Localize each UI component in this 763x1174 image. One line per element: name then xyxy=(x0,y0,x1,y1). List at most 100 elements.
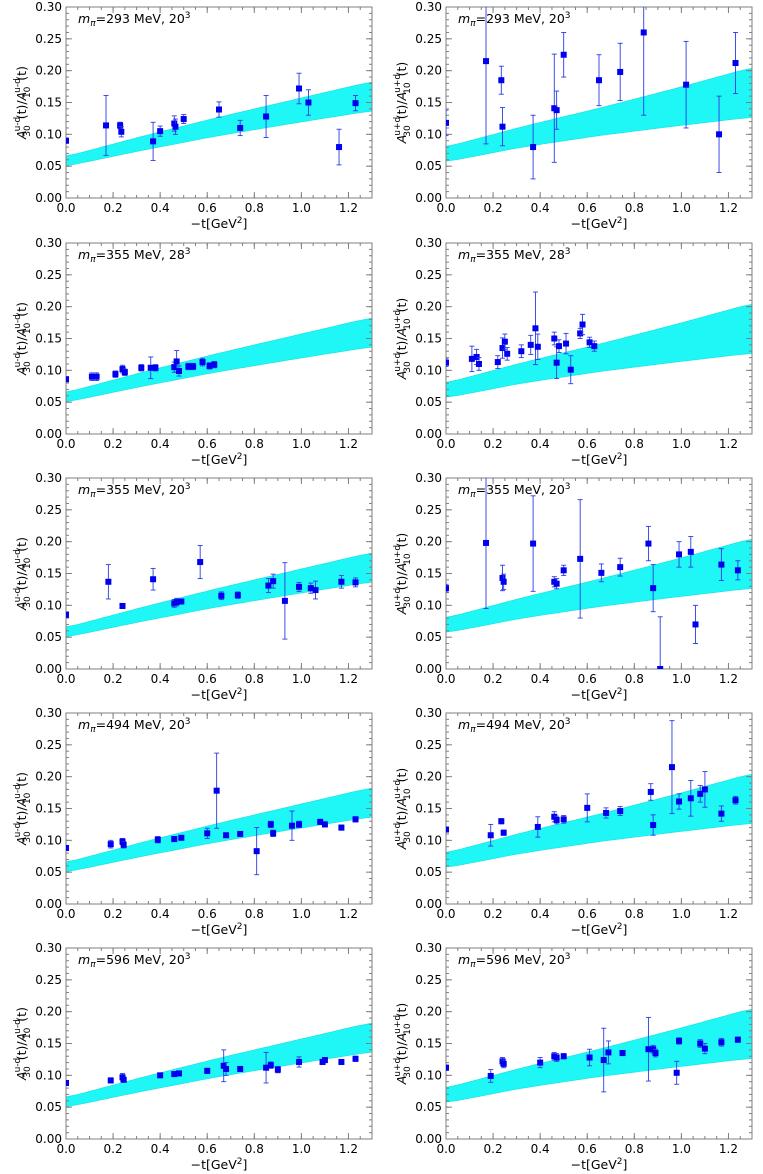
label-m: m xyxy=(78,247,90,262)
ylabel-sub2: 10 xyxy=(403,82,413,94)
y-tick-label: 0.00 xyxy=(415,897,442,911)
data-point xyxy=(657,666,664,669)
label-pi: π xyxy=(470,19,476,29)
ylabel-sub: 30 xyxy=(403,831,413,843)
ylabel-sub: 30 xyxy=(403,596,413,608)
panel-label: mπ=293 MeV, 203 xyxy=(78,11,191,29)
label-pi: π xyxy=(470,490,476,500)
x-tick-label: 1.2 xyxy=(339,201,358,215)
data-point xyxy=(617,808,624,815)
ylabel-t2: (t) xyxy=(394,298,409,313)
data-point xyxy=(237,124,244,131)
xlabel-exp: 2 xyxy=(237,452,243,462)
data-point xyxy=(265,582,272,589)
y-tick-label: 0.10 xyxy=(415,1068,442,1082)
ylabel-A2: A xyxy=(394,798,409,808)
ylabel-sub: 30 xyxy=(23,596,33,608)
data-point xyxy=(598,569,605,576)
panel-label: mπ=596 MeV, 203 xyxy=(78,952,191,970)
data-point xyxy=(683,81,690,88)
y-tick-label: 0.00 xyxy=(35,427,62,441)
xlabel-prefix: −t[GeV xyxy=(191,1157,238,1172)
data-point xyxy=(216,106,222,113)
data-point xyxy=(173,599,180,606)
xlabel-prefix: −t[GeV xyxy=(571,687,618,702)
data-point xyxy=(263,1064,270,1071)
ylabel-A: A xyxy=(14,1071,29,1081)
data-point xyxy=(138,364,145,371)
ylabel-sup2: u-d xyxy=(13,1019,23,1034)
data-point xyxy=(645,1046,652,1053)
x-axis-label: −t[GeV2] xyxy=(191,687,248,702)
x-tick-label: 0.8 xyxy=(245,437,264,451)
data-point xyxy=(103,122,110,129)
ylabel-t2: (t) xyxy=(394,533,409,548)
data-point xyxy=(175,367,182,374)
label-exp: 3 xyxy=(185,247,191,257)
data-point xyxy=(317,818,324,825)
y-tick-label: 0.00 xyxy=(415,662,442,676)
y-axis-label: Au+d30(t)/Au+d10(t) xyxy=(393,533,413,616)
data-point xyxy=(338,1058,345,1065)
data-point xyxy=(668,764,675,771)
data-point xyxy=(487,832,494,839)
x-tick-label: 0.4 xyxy=(151,907,170,921)
x-tick-label: 0.4 xyxy=(151,1142,170,1156)
x-axis-label: −t[GeV2] xyxy=(191,216,248,231)
y-tick-label: 0.15 xyxy=(35,332,62,346)
ylabel-sub2: 10 xyxy=(403,553,413,565)
data-point xyxy=(553,580,560,587)
ylabel-A: A xyxy=(14,601,29,611)
data-point xyxy=(88,373,95,380)
y-axis-label: Au-d30(t)/Au-d10(t) xyxy=(13,302,33,376)
xlabel-prefix: −t[GeV xyxy=(571,922,618,937)
panel-label: mπ=293 MeV, 203 xyxy=(458,11,571,29)
y-tick-label: 0.30 xyxy=(415,236,442,250)
ylabel-sup2: u+d xyxy=(393,310,403,329)
data-point xyxy=(223,832,230,839)
data-point xyxy=(66,611,69,618)
y-tick-label: 0.25 xyxy=(35,503,62,517)
ylabel-sub2: 10 xyxy=(23,792,33,804)
y-tick-label: 0.15 xyxy=(35,567,62,581)
error-band xyxy=(66,787,372,872)
label-m: m xyxy=(78,952,90,967)
data-point xyxy=(267,1062,274,1069)
ylabel-A: A xyxy=(394,371,409,381)
data-point xyxy=(270,578,277,585)
ylabel-sup2: u-d xyxy=(13,784,23,799)
data-point xyxy=(553,1054,560,1061)
x-axis-label: −t[GeV2] xyxy=(571,687,628,702)
y-tick-label: 0.20 xyxy=(35,535,62,549)
x-tick-label: 0.4 xyxy=(531,1142,550,1156)
data-point xyxy=(253,848,260,855)
data-point xyxy=(687,795,694,802)
x-tick-label: 1.0 xyxy=(292,907,311,921)
data-point xyxy=(197,559,204,566)
data-point xyxy=(107,1077,114,1084)
data-point xyxy=(603,809,610,816)
data-point xyxy=(352,579,359,586)
xlabel-prefix: −t[GeV xyxy=(571,1157,618,1172)
data-point xyxy=(204,830,211,837)
data-point xyxy=(120,841,127,848)
label-pi: π xyxy=(90,255,96,265)
data-point xyxy=(605,1049,612,1056)
ylabel-sup2: u+d xyxy=(393,545,403,564)
y-tick-label: 0.30 xyxy=(415,471,442,485)
ylabel-t2: (t) xyxy=(14,302,29,317)
data-point xyxy=(617,564,624,571)
data-point xyxy=(553,107,560,114)
ylabel-t2: (t) xyxy=(14,772,29,787)
data-point xyxy=(180,116,187,123)
ylabel-sup2: u+d xyxy=(393,74,403,93)
ylabel-sup: u+d xyxy=(393,823,403,842)
x-tick-label: 0.8 xyxy=(625,907,644,921)
data-point xyxy=(650,585,657,592)
ylabel-sup: u-d xyxy=(13,823,23,838)
y-tick-label: 0.30 xyxy=(35,941,62,955)
y-axis-label: Au+d30(t)/Au+d10(t) xyxy=(393,62,413,145)
ylabel-t2: (t) xyxy=(394,768,409,783)
data-point xyxy=(206,362,213,369)
x-axis-label: −t[GeV2] xyxy=(571,452,628,467)
